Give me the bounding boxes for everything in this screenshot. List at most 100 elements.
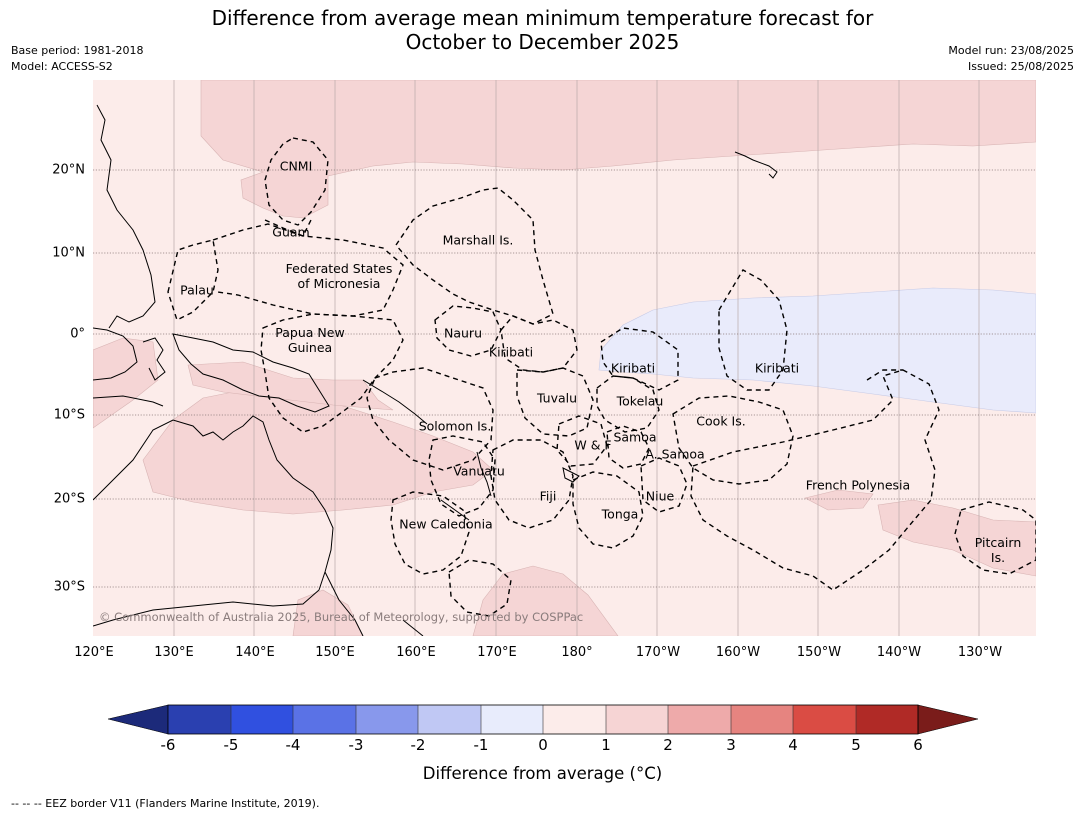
lon-label-130w: 130°W bbox=[957, 645, 1003, 660]
label-kiribati-w: Kiribati bbox=[488, 344, 534, 360]
colorbar-tick-4: -2 bbox=[410, 736, 426, 754]
label-tonga: Tonga bbox=[601, 506, 639, 522]
lon-label-120e: 120°E bbox=[74, 645, 114, 660]
eez-cook bbox=[672, 395, 794, 485]
lat-label-0: 0° bbox=[70, 326, 85, 342]
eez-legend-note: -- -- -- EEZ border V11 (Flanders Marine… bbox=[11, 797, 320, 810]
label-palau: Palau bbox=[180, 282, 214, 298]
coast-sulawesi bbox=[142, 337, 166, 381]
gridlines bbox=[173, 80, 980, 636]
colorbar-tick-12: 6 bbox=[913, 736, 923, 754]
lon-label-180: 180° bbox=[561, 645, 593, 660]
colorbar-cell-6 bbox=[543, 705, 606, 734]
eez-wf bbox=[556, 415, 608, 467]
colorbar-tick-1: -5 bbox=[223, 736, 239, 754]
warm-area-coral bbox=[187, 361, 394, 411]
lon-label-160w: 160°W bbox=[715, 645, 761, 660]
copyright-notice: © Commonwealth of Australia 2025, Bureau… bbox=[99, 610, 584, 624]
issued-date: Issued: 25/08/2025 bbox=[967, 60, 1074, 73]
label-cnmi: CNMI bbox=[279, 158, 313, 174]
label-kiribati-c: Kiribati bbox=[610, 360, 656, 376]
eez-frpoly bbox=[690, 369, 940, 591]
colorbar-tick-3: -3 bbox=[348, 736, 364, 754]
lon-label-130e: 130°E bbox=[154, 645, 194, 660]
eez-kiribati-c bbox=[600, 327, 679, 391]
label-tokelau: Tokelau bbox=[616, 393, 664, 409]
lat-label-20n: 20°N bbox=[52, 162, 85, 178]
colorbar-tick-6: 0 bbox=[538, 736, 548, 754]
colorbar-tick-5: -1 bbox=[473, 736, 489, 754]
warm-area-frpoly bbox=[804, 489, 874, 511]
lat-gridlines bbox=[93, 169, 1036, 588]
colorbar-tick-9: 3 bbox=[726, 736, 736, 754]
coast-borneo bbox=[93, 327, 138, 381]
label-wf: W & F bbox=[574, 437, 612, 453]
eez-borders bbox=[167, 137, 1036, 617]
label-pitcairn: Pitcairn Is. bbox=[974, 535, 1022, 565]
eez-niue bbox=[640, 457, 688, 513]
title-line-2: October to December 2025 bbox=[405, 30, 680, 54]
colorbar-tick-7: 1 bbox=[601, 736, 611, 754]
colorbar-cell-9 bbox=[731, 705, 793, 734]
eez-fsm bbox=[212, 223, 404, 317]
coast-australia bbox=[93, 415, 334, 627]
eez-kiribati-w bbox=[500, 315, 578, 373]
lat-label-30s: 30°S bbox=[53, 579, 85, 595]
colorbar-cell-0 bbox=[168, 705, 231, 734]
label-tuvalu: Tuvalu bbox=[536, 390, 578, 406]
coast-java bbox=[93, 395, 164, 407]
lat-label-20s: 20°S bbox=[53, 491, 85, 507]
colorbar-cell-10 bbox=[793, 705, 856, 734]
label-fsm: Federated States of Micronesia bbox=[285, 261, 393, 291]
coastlines bbox=[93, 104, 778, 636]
colorbar-dividers bbox=[230, 705, 857, 734]
forecast-map: CNMI Guam Marshall Is. Federated States … bbox=[93, 80, 1036, 636]
coast-solomons bbox=[362, 379, 428, 425]
label-marshall: Marshall Is. bbox=[442, 232, 514, 248]
label-vanuatu: Vanuatu bbox=[453, 463, 505, 479]
label-frpoly: French Polynesia bbox=[805, 477, 911, 493]
coast-hawaii bbox=[734, 151, 778, 179]
coast-philippines bbox=[96, 104, 156, 329]
lon-label-140w: 140°W bbox=[876, 645, 922, 660]
eez-fiji bbox=[490, 439, 574, 529]
lon-label-170w: 170°W bbox=[635, 645, 681, 660]
lon-label-170e: 170°E bbox=[477, 645, 517, 660]
colorbar-cell-4 bbox=[418, 705, 481, 734]
colorbar-tick-8: 2 bbox=[663, 736, 673, 754]
base-period: Base period: 1981-2018 bbox=[11, 44, 144, 57]
colorbar-max-arrow bbox=[917, 704, 979, 735]
eez-solomons bbox=[366, 367, 494, 471]
warm-area-indo bbox=[93, 337, 159, 429]
colorbar-label: Difference from average (°C) bbox=[422, 764, 663, 783]
eez-new-caledonia bbox=[390, 491, 470, 575]
label-niue: Niue bbox=[645, 488, 675, 504]
warm-area-north bbox=[200, 80, 1036, 219]
meta-right: Model run: 23/08/2025 Issued: 25/08/2025 bbox=[948, 43, 1074, 75]
coast-new-zealand bbox=[402, 619, 424, 636]
label-guam: Guam bbox=[272, 224, 310, 240]
model-name: Model: ACCESS-S2 bbox=[11, 60, 113, 73]
colorbar-cell-3 bbox=[356, 705, 418, 734]
coast-vanuatu bbox=[476, 451, 492, 497]
warm-area-south bbox=[472, 565, 619, 636]
colorbar-tick-0: -6 bbox=[160, 736, 176, 754]
colorbar bbox=[108, 704, 979, 735]
colorbar-tick-10: 4 bbox=[788, 736, 798, 754]
label-samoa: Samoa bbox=[613, 429, 657, 445]
colorbar-cell-11 bbox=[856, 705, 918, 734]
label-fiji: Fiji bbox=[539, 488, 557, 504]
colorbar-cell-5 bbox=[481, 705, 543, 734]
colorbar-cell-1 bbox=[231, 705, 293, 734]
label-solomon: Solomon Is. bbox=[418, 418, 492, 434]
title-line-1: Difference from average mean minimum tem… bbox=[211, 6, 874, 30]
meta-left: Base period: 1981-2018 Model: ACCESS-S2 bbox=[11, 43, 143, 75]
lon-label-150w: 150°W bbox=[796, 645, 842, 660]
map-svg bbox=[93, 80, 1036, 636]
map-title: Difference from average mean minimum tem… bbox=[0, 6, 1085, 54]
warm-area-southwest bbox=[292, 589, 364, 636]
label-newcal: New Caledonia bbox=[399, 516, 493, 532]
lat-label-10s: 10°S bbox=[53, 407, 85, 423]
eez-palau bbox=[167, 239, 219, 321]
coast-fiji bbox=[562, 467, 580, 483]
